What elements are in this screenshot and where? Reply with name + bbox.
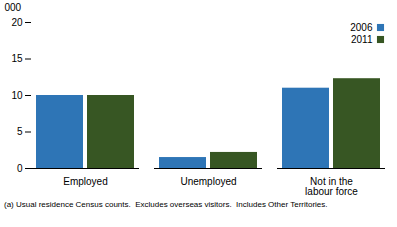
svg-text:Not in thelabour force: Not in thelabour force <box>305 176 358 197</box>
svg-text:2011: 2011 <box>351 34 373 45</box>
html-text:(a) Usual residence Census cou: (a) Usual residence Census counts. Exclu… <box>4 200 328 209</box>
svg-text:0: 0 <box>17 163 23 174</box>
svg-text:2006: 2006 <box>350 22 373 33</box>
svg-text:Unemployed: Unemployed <box>180 176 236 187</box>
svg-text:000: 000 <box>5 2 22 13</box>
svg-text:20: 20 <box>11 17 23 28</box>
svg-text:Employed: Employed <box>63 176 107 187</box>
svg-text:15: 15 <box>11 53 23 64</box>
svg-text:10: 10 <box>11 90 23 101</box>
svg-text:5: 5 <box>17 126 23 137</box>
